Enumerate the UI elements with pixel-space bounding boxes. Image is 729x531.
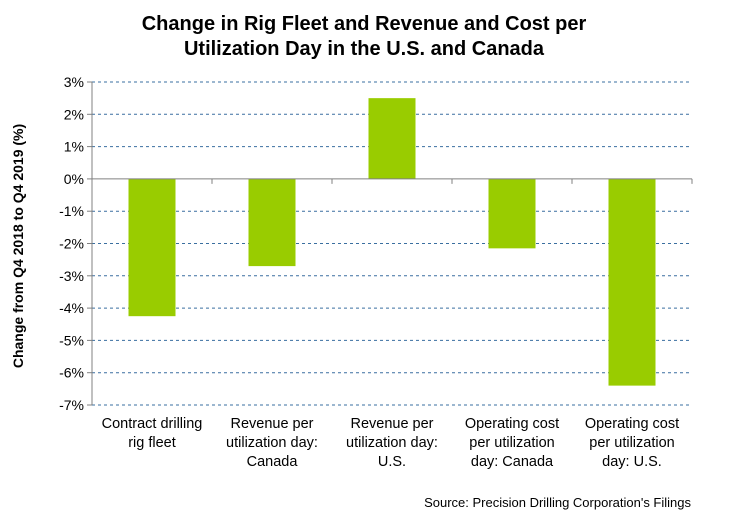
- source-note: Source: Precision Drilling Corporation's…: [424, 495, 691, 510]
- y-tick-label: 2%: [64, 106, 84, 122]
- category-label: per utilization: [589, 435, 674, 451]
- chart-title-line-2: Utilization Day in the U.S. and Canada: [184, 38, 545, 60]
- y-axis-label: Change from Q4 2018 to Q4 2019 (%): [10, 124, 26, 368]
- y-tick-label: -1%: [59, 203, 84, 219]
- y-tick-label: 0%: [64, 171, 84, 187]
- bar: [488, 178, 536, 249]
- y-tick-label: -4%: [59, 300, 84, 316]
- bar: [248, 178, 296, 267]
- category-label: U.S.: [378, 454, 406, 470]
- y-tick-label: -5%: [59, 332, 84, 348]
- category-label: Canada: [247, 454, 299, 470]
- y-tick-label: -2%: [59, 236, 84, 252]
- category-label: Operating cost: [465, 416, 559, 432]
- chart-title: Change in Rig Fleet and Revenue and Cost…: [142, 13, 587, 60]
- category-label: utilization day:: [346, 435, 438, 451]
- chart-title-line-1: Change in Rig Fleet and Revenue and Cost…: [142, 13, 587, 35]
- category-label: day: U.S.: [602, 454, 662, 470]
- category-label: day: Canada: [471, 454, 554, 470]
- category-label: rig fleet: [128, 435, 176, 451]
- bar: [608, 178, 656, 386]
- y-tick-label: -7%: [59, 397, 84, 413]
- category-label: Operating cost: [585, 416, 679, 432]
- category-labels: Contract drilling rig fleet Revenue per uti…: [102, 416, 680, 470]
- bar: [128, 178, 176, 317]
- category-label: utilization day:: [226, 435, 318, 451]
- bars: [128, 98, 656, 386]
- axes: [87, 81, 693, 406]
- bar: [368, 98, 416, 179]
- y-tick-label: 3%: [64, 74, 84, 90]
- category-label: Revenue per: [230, 416, 313, 432]
- category-label: per utilization: [469, 435, 554, 451]
- y-tick-labels: 3% 2% 1% 0% -1% -2% -3% -4% -5% -6% -7%: [59, 74, 84, 413]
- y-tick-label: 1%: [64, 139, 84, 155]
- category-label: Revenue per: [350, 416, 433, 432]
- category-label: Contract drilling: [102, 416, 203, 432]
- y-tick-label: -6%: [59, 365, 84, 381]
- y-tick-label: -3%: [59, 268, 84, 284]
- gridlines: [92, 81, 692, 406]
